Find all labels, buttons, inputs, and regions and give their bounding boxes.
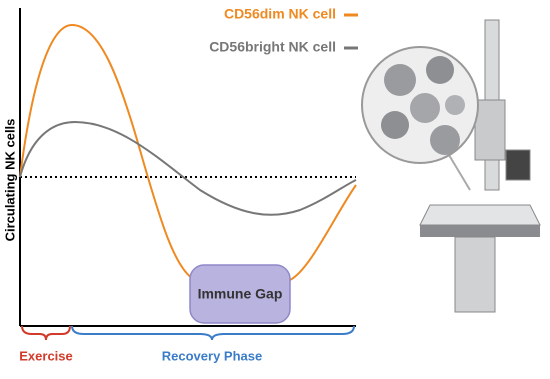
cd56dim-curve — [19, 23, 357, 281]
microscope-illustration — [361, 19, 541, 313]
recovery-brace — [71, 325, 355, 341]
cd56bright-curve — [19, 120, 357, 216]
immune-gap-box — [189, 264, 291, 324]
exercise-brace — [21, 325, 71, 341]
legend-dim: CD56dim NK cell — [224, 6, 336, 22]
recovery-label: Recovery Phase — [162, 348, 262, 363]
exercise-label: Exercise — [19, 348, 73, 363]
immune-gap-label: Immune Gap — [198, 286, 283, 302]
legend-bright: CD56bright NK cell — [209, 39, 336, 55]
y-axis-label: Circulating NK cells — [2, 119, 17, 242]
